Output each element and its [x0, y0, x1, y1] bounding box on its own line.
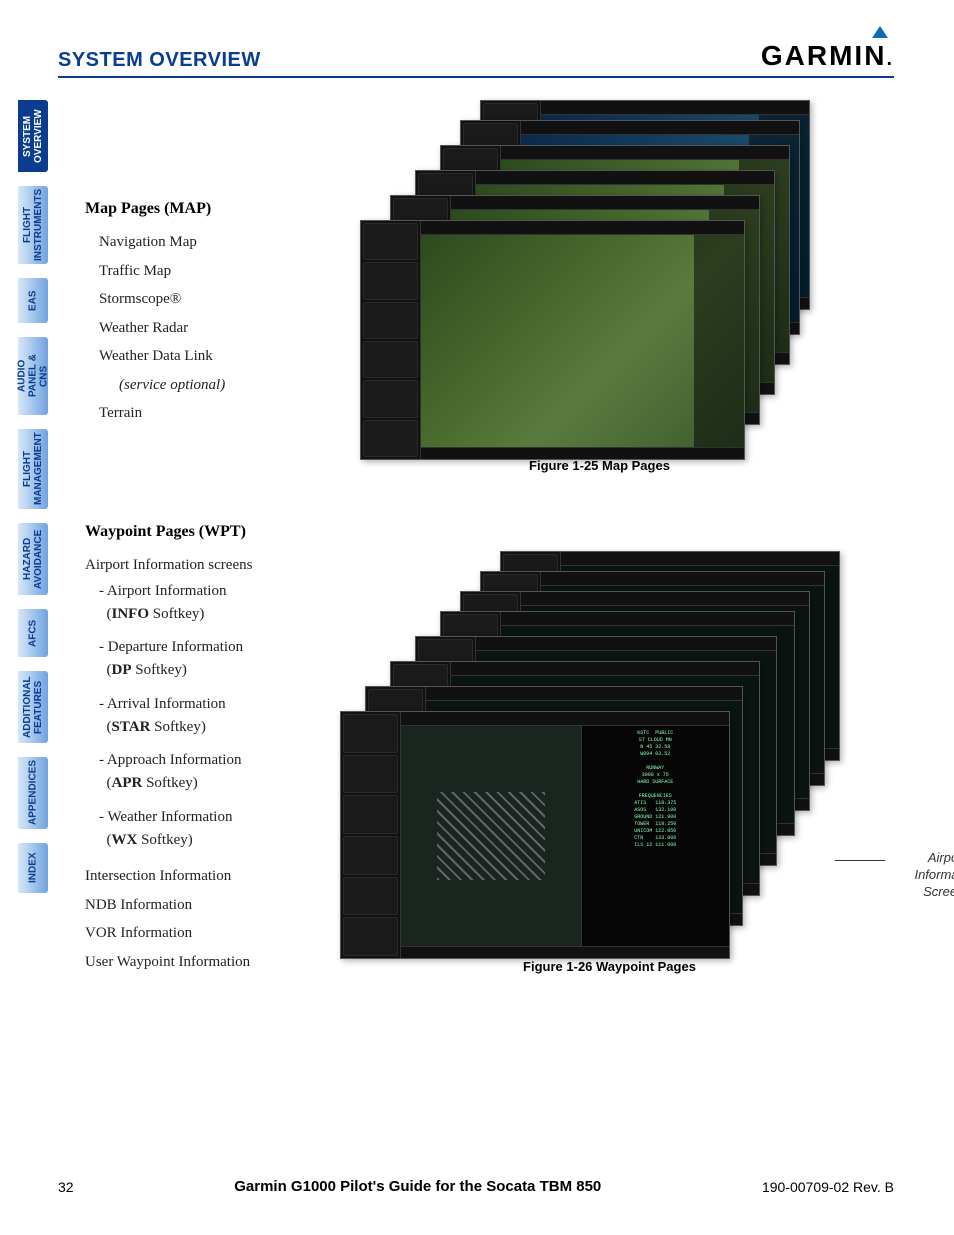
- waypoint-pages-block: Waypoint Pages (WPT) Airport Information…: [85, 523, 894, 976]
- wpt-softkey-item: - Departure Information (DP Softkey): [99, 636, 305, 683]
- side-tab[interactable]: AFCS: [18, 609, 48, 657]
- wpt-softkey-item: - Airport Information (INFO Softkey): [99, 580, 305, 627]
- map-pages-text: Map Pages (MAP) Navigation MapTraffic Ma…: [85, 200, 285, 428]
- map-pages-figure: Figure 1-25 Map Pages: [305, 100, 894, 473]
- side-tab[interactable]: INDEX: [18, 843, 48, 893]
- wpt-text-column: Airport Information screens - Airport In…: [85, 551, 305, 976]
- map-pages-list: Navigation MapTraffic MapStormscope®Weat…: [99, 228, 285, 428]
- figure-1-25-stack: [360, 100, 840, 450]
- mfd-screen: KSTC PUBLIC ST CLOUD MN N 45 32.58 W094 …: [340, 711, 730, 959]
- footer-revision: 190-00709-02 Rev. B: [762, 1179, 894, 1195]
- side-tab[interactable]: ADDITIONAL FEATURES: [18, 671, 48, 743]
- wpt-list-item: Intersection Information: [85, 862, 305, 891]
- page-content: Map Pages (MAP) Navigation MapTraffic Ma…: [85, 200, 894, 1004]
- map-list-item: Traffic Map: [99, 257, 285, 286]
- side-tab[interactable]: FLIGHT MANAGEMENT: [18, 429, 48, 509]
- map-list-item: Navigation Map: [99, 228, 285, 257]
- wpt-list-item: VOR Information: [85, 919, 305, 948]
- wpt-softkey-item: - Approach Information (APR Softkey): [99, 749, 305, 796]
- side-tab[interactable]: FLIGHT INSTRUMENTS: [18, 186, 48, 264]
- callout-line: [835, 860, 885, 861]
- map-pages-title: Map Pages (MAP): [85, 200, 285, 218]
- wpt-figure: AirportInformationScreens KSTC PUBLIC ST…: [325, 551, 894, 974]
- map-list-item: Weather Radar: [99, 314, 285, 343]
- figure-1-25-caption: Figure 1-25 Map Pages: [305, 458, 894, 473]
- wpt-title: Waypoint Pages (WPT): [85, 523, 894, 541]
- figure-1-26-stack: AirportInformationScreens KSTC PUBLIC ST…: [350, 551, 870, 951]
- garmin-logo: GARMIN.: [761, 40, 894, 72]
- side-tab[interactable]: APPENDICES: [18, 757, 48, 829]
- page-number: 32: [58, 1179, 74, 1195]
- wpt-lead: Airport Information screens: [85, 551, 305, 580]
- map-list-item: Stormscope®: [99, 285, 285, 314]
- map-list-subitem: (service optional): [119, 371, 285, 400]
- wpt-softkey-item: - Arrival Information (STAR Softkey): [99, 693, 305, 740]
- side-tabs: SYSTEM OVERVIEW FLIGHT INSTRUMENTS EAS AUDI…: [18, 100, 48, 893]
- wpt-list-item: NDB Information: [85, 891, 305, 920]
- mfd-screen: [360, 220, 745, 460]
- logo-triangle-icon: [872, 26, 888, 38]
- callout-label: AirportInformationScreens: [914, 850, 954, 901]
- map-pages-block: Map Pages (MAP) Navigation MapTraffic Ma…: [85, 200, 894, 473]
- side-tab[interactable]: AUDIO PANEL & CNS: [18, 337, 48, 415]
- wpt-list-item: User Waypoint Information: [85, 948, 305, 977]
- figure-1-26-caption: Figure 1-26 Waypoint Pages: [325, 959, 894, 974]
- map-list-item: Terrain: [99, 399, 285, 428]
- side-tab[interactable]: EAS: [18, 278, 48, 323]
- page-footer: 32 Garmin G1000 Pilot's Guide for the So…: [58, 1178, 894, 1195]
- wpt-softkey-list: - Airport Information (INFO Softkey) - De…: [99, 580, 305, 853]
- wpt-info-list: Intersection InformationNDB InformationV…: [85, 862, 305, 976]
- side-tab[interactable]: HAZARD AVOIDANCE: [18, 523, 48, 595]
- wpt-softkey-item: - Weather Information (WX Softkey): [99, 806, 305, 853]
- section-title: SYSTEM OVERVIEW: [58, 49, 261, 72]
- map-list-item: Weather Data Link: [99, 342, 285, 371]
- page-header: SYSTEM OVERVIEW GARMIN.: [58, 40, 894, 78]
- side-tab[interactable]: SYSTEM OVERVIEW: [18, 100, 48, 172]
- footer-title: Garmin G1000 Pilot's Guide for the Socat…: [234, 1178, 601, 1195]
